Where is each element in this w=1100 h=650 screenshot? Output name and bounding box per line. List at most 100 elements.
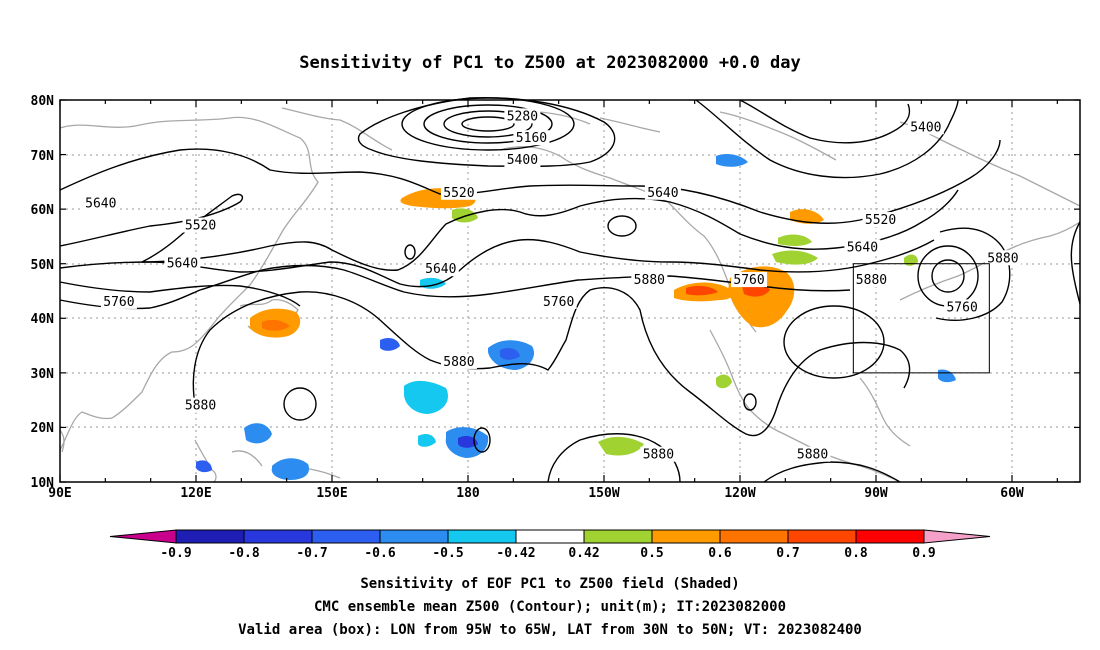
lat-tick-label: 30N bbox=[31, 367, 55, 382]
contour-label: 5400 bbox=[507, 153, 538, 168]
lat-tick-label: 40N bbox=[31, 312, 55, 327]
colorbar-label: 0.42 bbox=[568, 546, 599, 561]
positive-patch bbox=[262, 319, 290, 331]
contour-label: 5640 bbox=[847, 240, 878, 255]
colorbar-swatch bbox=[719, 529, 789, 544]
contour-label-bg bbox=[631, 272, 668, 288]
contour-label: 5520 bbox=[443, 186, 474, 201]
contour-line bbox=[763, 461, 901, 483]
contour-label-bg bbox=[907, 119, 944, 135]
colorbar-label: 0.8 bbox=[844, 546, 868, 561]
contour-label-bg bbox=[182, 397, 219, 413]
contour-line bbox=[743, 393, 757, 411]
colorbar bbox=[109, 529, 991, 544]
contour-label-bg bbox=[853, 272, 890, 288]
contour-label-bg bbox=[540, 293, 577, 309]
colorbar-label: 0.7 bbox=[776, 546, 799, 561]
lat-tick-label: 80N bbox=[31, 94, 55, 109]
contour-label: 5760 bbox=[543, 295, 574, 310]
contour-label: 5400 bbox=[910, 120, 941, 135]
negative-patch bbox=[418, 434, 436, 447]
contour-label-bg bbox=[164, 255, 201, 271]
contour-line bbox=[443, 110, 533, 138]
contour-line bbox=[423, 104, 553, 144]
contour-label: 5880 bbox=[443, 355, 474, 370]
colorbar-swatch bbox=[787, 529, 857, 544]
contour-label: 5880 bbox=[643, 448, 674, 463]
colorbar-label: -0.6 bbox=[364, 546, 395, 561]
positive-patch bbox=[778, 234, 812, 246]
contour-label-bg bbox=[82, 195, 119, 211]
positive-patch bbox=[790, 209, 824, 224]
contour-line bbox=[283, 387, 317, 421]
colorbar-swatch bbox=[515, 529, 585, 544]
contour-label: 5760 bbox=[733, 273, 764, 288]
lon-tick-label: 180 bbox=[456, 486, 480, 501]
lat-tick-label: 20N bbox=[31, 421, 55, 436]
contour-label-bg bbox=[944, 299, 981, 315]
colorbar-swatch bbox=[311, 529, 381, 544]
contour-label: 5640 bbox=[167, 257, 198, 272]
lon-tick-label: 60W bbox=[1000, 486, 1024, 501]
contour-line bbox=[783, 305, 885, 379]
colorbar-right-arrow bbox=[923, 529, 991, 544]
contour-label: 5880 bbox=[634, 273, 665, 288]
contour-line bbox=[931, 259, 965, 293]
colorbar-swatch bbox=[651, 529, 721, 544]
negative-patch bbox=[404, 380, 448, 414]
colorbar-label: -0.42 bbox=[496, 546, 535, 561]
contour-label-bg bbox=[182, 217, 219, 233]
contour-label: 5640 bbox=[425, 262, 456, 277]
positive-patch bbox=[598, 436, 644, 456]
lat-tick-label: 70N bbox=[31, 149, 55, 164]
lon-tick-label: 120E bbox=[180, 486, 211, 501]
contour-label: 5640 bbox=[647, 186, 678, 201]
lat-tick-label: 10N bbox=[31, 476, 55, 491]
colorbar-swatch bbox=[855, 529, 925, 544]
contour-line bbox=[59, 264, 851, 310]
contour-label-bg bbox=[640, 446, 677, 462]
contour-labels: 5280 5160 5400 5400 5520 5640 5640 5520 5520 5640… bbox=[82, 108, 1021, 463]
colorbar-label: 0.6 bbox=[708, 546, 732, 561]
contour-line bbox=[1070, 221, 1081, 305]
lat-tick-label: 50N bbox=[31, 258, 55, 273]
lon-axis: 90E 120E 150E 180 150W 120W 90W 60W bbox=[48, 486, 1024, 501]
negative-patch bbox=[244, 423, 272, 444]
lon-tick-label: 90E bbox=[48, 486, 71, 501]
contour-line bbox=[59, 238, 935, 288]
contour-label-bg bbox=[644, 184, 681, 200]
positive-patch bbox=[772, 250, 818, 265]
positive-patch bbox=[716, 374, 732, 389]
contour-line bbox=[695, 99, 959, 179]
map-background bbox=[60, 100, 1080, 482]
contour-line bbox=[59, 189, 959, 271]
contour-label-bg bbox=[513, 130, 550, 146]
colorbar-swatch bbox=[379, 529, 449, 544]
tick-marks bbox=[59, 99, 1080, 483]
contour-label: 5640 bbox=[85, 197, 116, 212]
contour-label: 5520 bbox=[865, 213, 896, 228]
negative-patch bbox=[196, 460, 212, 473]
contour-label-bg bbox=[422, 261, 459, 277]
contour-label: 5280 bbox=[507, 109, 538, 124]
colorbar-label: -0.8 bbox=[228, 546, 259, 561]
colorbar-swatch bbox=[583, 529, 653, 544]
caption-line-2: CMC ensemble mean Z500 (Contour); unit(m… bbox=[314, 599, 786, 615]
lon-tick-label: 150E bbox=[316, 486, 347, 501]
contour-line bbox=[935, 227, 1011, 321]
valid-area-box bbox=[852, 263, 990, 374]
positive-patch bbox=[686, 285, 718, 296]
contour-line bbox=[59, 281, 301, 307]
contour-line bbox=[739, 99, 911, 144]
contour-label: 5760 bbox=[103, 295, 134, 310]
contour-line bbox=[192, 287, 911, 437]
colorbar-swatch bbox=[447, 529, 517, 544]
colorbar-swatch bbox=[175, 529, 245, 544]
contour-label-bg bbox=[504, 108, 541, 124]
gridlines bbox=[60, 100, 1080, 482]
lon-tick-label: 90W bbox=[864, 486, 888, 501]
lat-axis: 10N 20N 30N 40N 50N 60N 70N 80N bbox=[31, 94, 55, 491]
shaded-sensitivity bbox=[196, 154, 956, 480]
contour-line bbox=[404, 244, 416, 260]
